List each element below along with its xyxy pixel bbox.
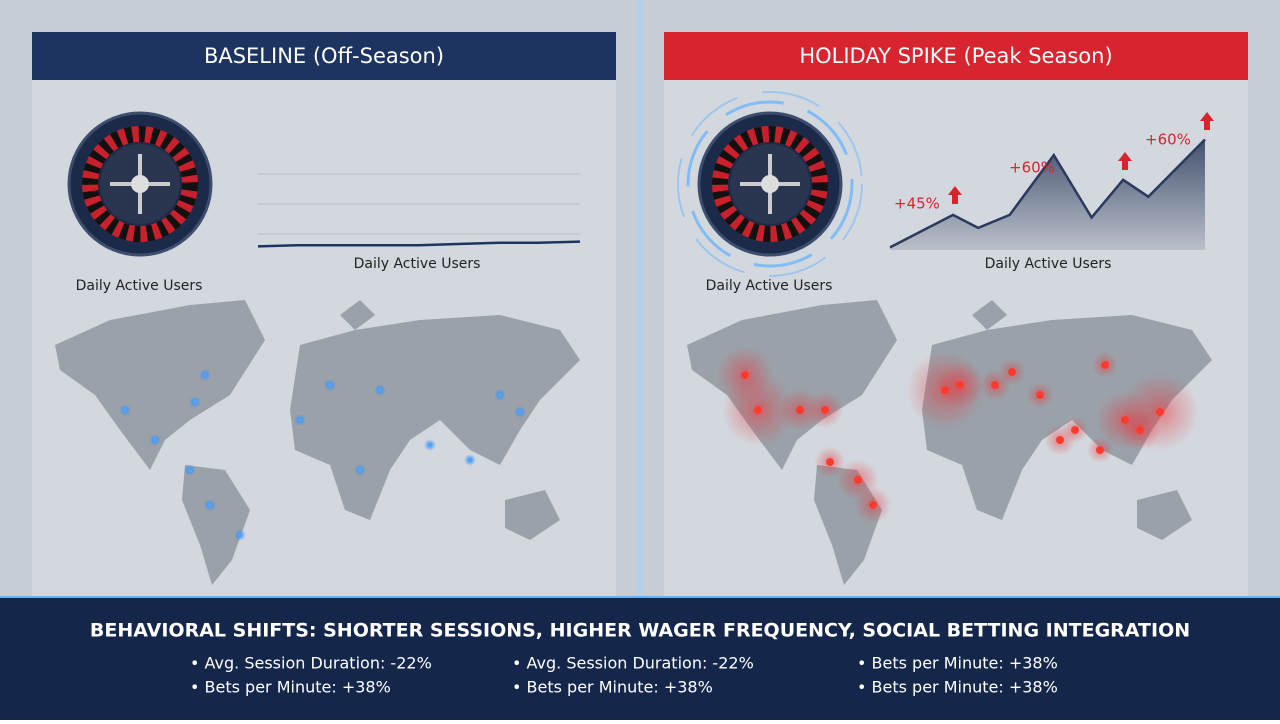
wheel-label: Daily Active Users [76,278,203,294]
wheel-ring [82,126,198,242]
panel-title: BASELINE (Off-Season) [204,44,444,68]
map-dot [427,442,433,448]
wheel-glow [677,91,863,277]
panel-header [664,32,1248,80]
footer [0,597,1280,720]
map-dot [202,372,208,378]
map-land [687,300,897,470]
map-dot [152,437,158,443]
map-dot [207,502,213,508]
panel-header [32,32,616,80]
hotspot [869,501,877,509]
map-dot [297,417,303,423]
arrow [1200,112,1214,130]
map-dot [377,387,383,393]
hotspot [956,381,964,389]
hotspot [754,406,762,414]
wheel-glow [686,100,854,268]
panel-title: HOLIDAY SPIKE (Peak Season) [799,44,1112,68]
hotspot [1156,408,1164,416]
bullet: • Avg. Session Duration: -22% [512,654,754,673]
wheel-hub [761,175,779,193]
hotspot [854,476,862,484]
hotspot [1136,426,1144,434]
wheel-label: Daily Active Users [706,278,833,294]
annotation: +45% [894,195,940,213]
map-dot [517,409,523,415]
map-land [182,465,250,585]
arrow [1118,152,1132,170]
hotspot [1096,446,1104,454]
map-dot [192,399,198,405]
map-land [340,300,375,330]
bullet: • Avg. Session Duration: -22% [190,654,432,673]
area [890,139,1205,250]
hotspot [826,458,834,466]
hotspot [796,406,804,414]
map-dot [357,467,363,473]
map-land [972,300,1007,330]
annotation: +60% [1145,131,1191,149]
map-land [1137,490,1192,540]
map-dot [122,407,128,413]
chart-label: Daily Active Users [354,256,481,272]
hotspot [991,381,999,389]
map-land [922,315,1212,520]
map-dot [327,382,333,388]
hotspot [1036,391,1044,399]
footer-title: BEHAVIORAL SHIFTS: SHORTER SESSIONS, HIG… [90,620,1190,642]
hotspot [1008,368,1016,376]
line [889,138,1206,249]
chart-label: Daily Active Users [985,256,1112,272]
hotspot [1071,426,1079,434]
map-dot [237,532,243,538]
bullet: • Bets per Minute: +38% [190,678,391,697]
map-dot [187,467,193,473]
annotation: +60% [1009,159,1055,177]
map-land [55,300,265,470]
line [257,240,581,248]
bullet: • Bets per Minute: +38% [857,654,1058,673]
bullet: • Bets per Minute: +38% [857,678,1058,697]
wheel-ring [712,126,828,242]
divider [637,0,643,600]
wheel-hub [131,175,149,193]
map-dot [497,392,503,398]
footer-edge [0,596,1280,598]
hotspot [821,406,829,414]
arrow [948,186,962,204]
map-dot [467,457,473,463]
hotspot [1101,361,1109,369]
bullet: • Bets per Minute: +38% [512,678,713,697]
hotspot [1056,436,1064,444]
map-land [505,490,560,540]
